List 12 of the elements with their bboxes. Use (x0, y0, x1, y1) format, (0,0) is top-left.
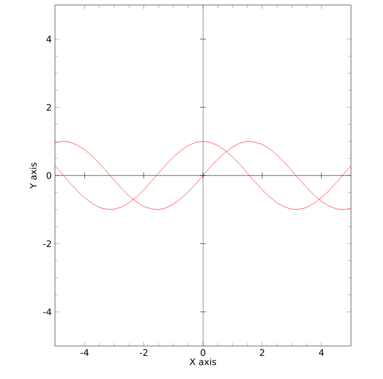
y-tick-label: -2 (43, 240, 51, 248)
y-axis-title: Y axis (30, 162, 37, 189)
x-tick-label: 0 (200, 349, 206, 356)
x-tick-label: 2 (260, 349, 264, 356)
x-tick-label: -4 (80, 349, 89, 356)
y-tick-label: 2 (46, 104, 51, 111)
y-tick-label: -4 (43, 308, 52, 316)
y-tick-label: 0 (46, 172, 52, 179)
x-axis-title: X axis (190, 358, 216, 366)
x-tick-label: -2 (140, 349, 148, 356)
x-tick-label: 4 (318, 349, 324, 356)
y-tick-label: 4 (46, 36, 52, 42)
